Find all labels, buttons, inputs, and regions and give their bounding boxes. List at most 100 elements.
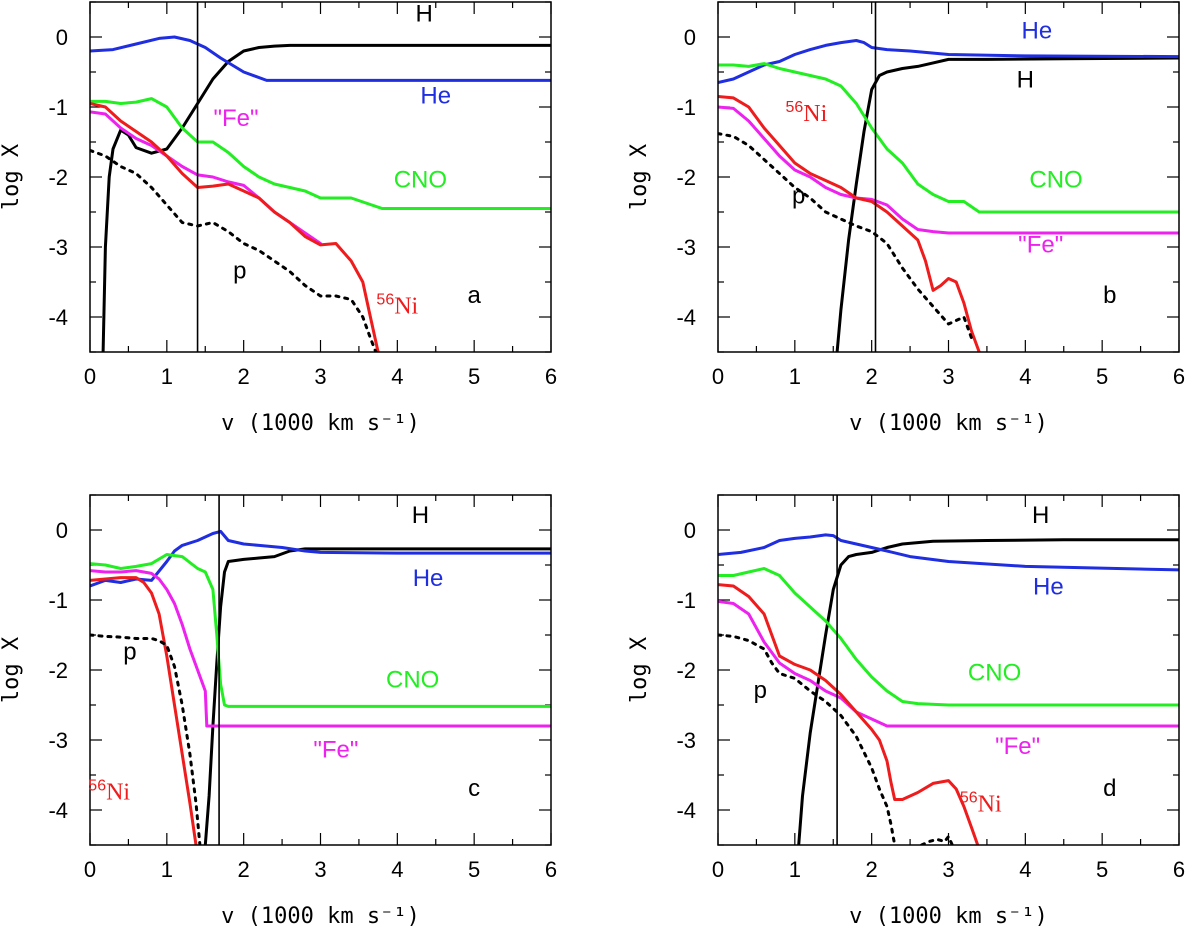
series-line-56ni — [718, 583, 980, 845]
y-axis-label: log X — [627, 143, 652, 210]
ni56-label: 56Ni — [960, 789, 1002, 817]
series-line-he — [90, 35, 551, 82]
series-line-cno — [718, 62, 1179, 214]
x-tick-label: 3 — [314, 364, 326, 389]
x-axis-label: v (1000 km s⁻¹) — [221, 904, 420, 929]
ni56-symbol: Ni — [978, 791, 1002, 817]
series-line-h — [203, 547, 551, 845]
ni56-symbol: Ni — [394, 294, 418, 320]
series-annotation: p — [754, 677, 767, 704]
x-tick-label: 1 — [161, 364, 173, 389]
plot-frame — [717, 494, 1180, 846]
x-tick-label: 4 — [391, 857, 403, 882]
x-tick-label: 6 — [1173, 857, 1185, 882]
series-line-cno — [90, 97, 551, 210]
x-tick-label: 2 — [866, 364, 878, 389]
series-annotation: He — [413, 565, 444, 592]
series-line-fe — [718, 599, 1179, 728]
y-tick-label: -4 — [676, 798, 696, 823]
x-tick-label: 6 — [545, 857, 557, 882]
x-tick-label: 4 — [391, 364, 403, 389]
series-annotation: "Fe" — [313, 737, 358, 764]
panel-c: 0 1 2 3 4 5 60-1-2-3-4v (1000 km s⁻¹)log XHHep… — [0, 494, 557, 929]
y-tick-label: -4 — [48, 798, 68, 823]
x-tick-label: 3 — [942, 364, 954, 389]
series-group — [718, 39, 1179, 352]
series-annotation: He — [1033, 573, 1064, 600]
y-tick-label: -3 — [676, 235, 696, 260]
series-annotation: H — [1017, 66, 1034, 93]
x-tick-label: 2 — [866, 857, 878, 882]
y-axis-label: log X — [0, 143, 24, 210]
x-tick-label: 5 — [468, 364, 480, 389]
ni56-mass-number: 56 — [960, 789, 978, 806]
ni56-mass-number: 56 — [88, 778, 106, 795]
series-line-p — [90, 633, 202, 845]
series-group — [90, 529, 551, 845]
y-tick-label: 0 — [56, 518, 68, 543]
x-tick-label: 1 — [789, 364, 801, 389]
y-tick-label: 0 — [56, 25, 68, 50]
y-tick-label: -3 — [48, 728, 68, 753]
x-tick-label: 3 — [942, 857, 954, 882]
series-annotation: CNO — [394, 167, 447, 194]
series-annotation: p — [123, 639, 136, 666]
y-tick-label: -4 — [48, 305, 68, 330]
series-group — [90, 35, 551, 352]
y-tick-label: 0 — [684, 518, 696, 543]
x-axis-label: v (1000 km s⁻¹) — [221, 411, 420, 436]
x-tick-label: 2 — [238, 364, 250, 389]
x-tick-label: 1 — [161, 857, 173, 882]
y-tick-label: -1 — [48, 95, 68, 120]
y-tick-label: 0 — [684, 25, 696, 50]
x-tick-label: 5 — [468, 857, 480, 882]
y-tick-label: -1 — [676, 95, 696, 120]
x-tick-label: 3 — [314, 857, 326, 882]
series-annotation: He — [420, 83, 451, 110]
y-tick-label: -2 — [48, 165, 68, 190]
series-line-he — [718, 39, 1179, 84]
ni56-mass-number: 56 — [785, 99, 803, 116]
series-annotation: H — [1032, 502, 1049, 529]
series-line-56ni — [90, 102, 380, 352]
x-tick-label: 6 — [1173, 364, 1185, 389]
series-annotation: b — [1103, 282, 1116, 309]
y-tick-label: -2 — [48, 658, 68, 683]
series-group — [718, 533, 1179, 845]
ni56-label: 56Ni — [376, 292, 418, 320]
ni56-symbol: Ni — [803, 101, 827, 127]
series-annotation: "Fe" — [1018, 232, 1063, 259]
plot-frame — [89, 494, 552, 846]
x-tick-label: 4 — [1019, 857, 1031, 882]
ni56-label: 56Ni — [88, 778, 130, 806]
y-tick-label: -1 — [676, 588, 696, 613]
series-annotation: H — [412, 502, 429, 529]
series-annotation: d — [1103, 775, 1116, 802]
ni56-symbol: Ni — [106, 780, 130, 806]
series-annotation: He — [1022, 17, 1053, 44]
x-tick-label: 0 — [712, 857, 724, 882]
x-axis-label: v (1000 km s⁻¹) — [849, 411, 1048, 436]
y-tick-label: -3 — [676, 728, 696, 753]
x-tick-label: 5 — [1096, 364, 1108, 389]
series-line-fe — [90, 569, 551, 728]
x-tick-label: 1 — [789, 857, 801, 882]
series-line-fe — [718, 105, 1179, 235]
series-line-56ni — [718, 95, 981, 352]
ni56-mass-number: 56 — [376, 292, 394, 309]
series-line-pouter — [920, 835, 954, 845]
x-tick-label: 0 — [84, 857, 96, 882]
series-line-h — [101, 43, 551, 352]
y-tick-label: -2 — [676, 658, 696, 683]
series-annotation: CNO — [968, 660, 1021, 687]
series-line-p — [90, 148, 378, 352]
ni56-label: 56Ni — [785, 99, 827, 127]
series-annotation: p — [233, 258, 246, 285]
x-tick-label: 2 — [238, 857, 250, 882]
panel-a: 0 1 2 3 4 5 60-1-2-3-4v (1000 km s⁻¹)log XHHe"… — [0, 1, 557, 436]
x-tick-label: 5 — [1096, 857, 1108, 882]
series-line-h — [835, 56, 1179, 352]
series-annotation: "Fe" — [995, 733, 1040, 760]
y-axis-label: log X — [627, 636, 652, 703]
